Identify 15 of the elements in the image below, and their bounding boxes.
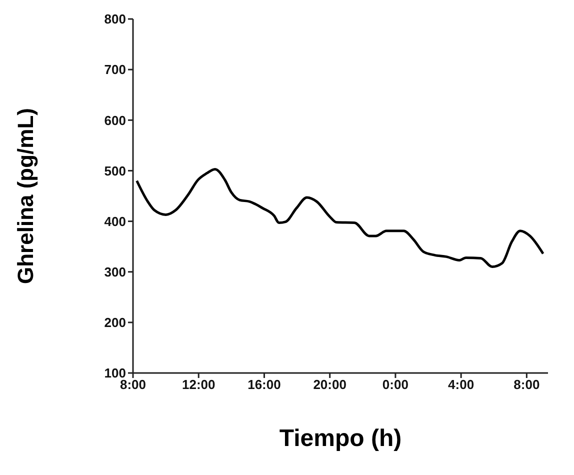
y-tick-label: 700: [104, 62, 126, 78]
y-tick-label: 800: [104, 12, 126, 27]
y-axis-title: Ghrelina (pg/mL): [12, 108, 38, 284]
x-tick-label: 12:00: [182, 377, 216, 392]
y-tick-label: 500: [104, 163, 126, 178]
y-tick-label: 600: [104, 112, 126, 128]
y-tick-label: 200: [104, 315, 126, 330]
y-tick-label: 400: [104, 214, 126, 229]
x-tick-label: 0:00: [382, 377, 408, 392]
x-tick-label: 4:00: [448, 377, 474, 392]
x-tick-label: 8:00: [514, 377, 540, 392]
x-axis-title: Tiempo (h): [279, 425, 402, 452]
x-tick-label: 20:00: [313, 377, 346, 392]
x-tick-label: 16:00: [248, 377, 281, 392]
y-tick-label: 300: [104, 264, 126, 280]
